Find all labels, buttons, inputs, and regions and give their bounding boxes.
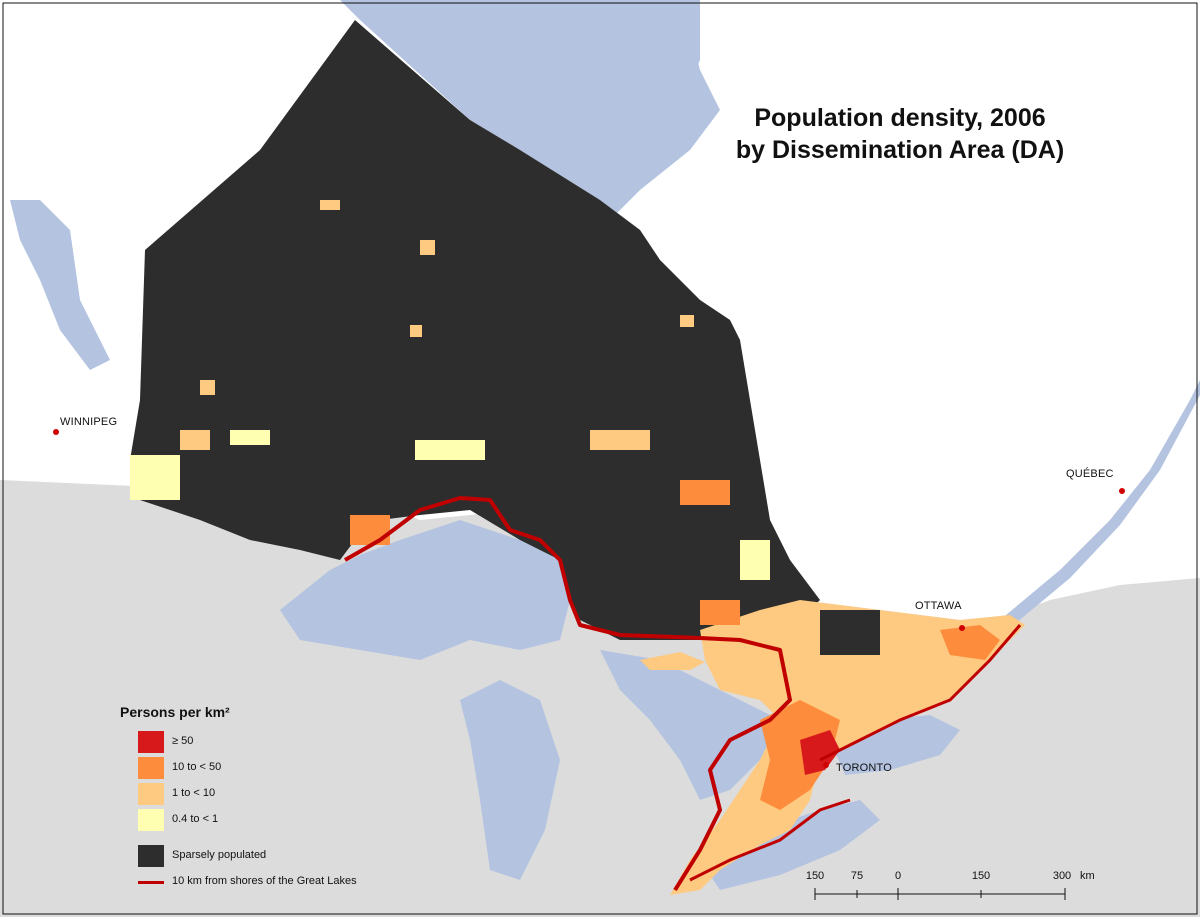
- scale-tick-label: 150: [805, 870, 825, 882]
- legend-label: 10 km from shores of the Great Lakes: [172, 875, 357, 887]
- legend-label: 10 to < 50: [172, 761, 222, 773]
- legend-swatch: [138, 731, 164, 753]
- legend-swatch: [138, 809, 164, 831]
- patch: [410, 325, 422, 337]
- patch: [740, 540, 770, 580]
- map-title: Population density, 2006 by Disseminatio…: [700, 102, 1100, 166]
- legend-label: Sparsely populated: [172, 849, 267, 861]
- scale-unit: km: [1080, 870, 1095, 882]
- legend-item-04-1: 0.4 to < 1: [120, 808, 420, 834]
- city-label-quebec: QUÉBEC: [1066, 468, 1114, 480]
- ottawa-area: [940, 625, 1000, 660]
- legend-label: 1 to < 10: [172, 787, 216, 799]
- legend-item-50-plus: ≥ 50: [120, 730, 420, 756]
- shore-10km-line-erie: [689, 798, 851, 882]
- manitoulin-island: [640, 652, 705, 670]
- scale-tick-label: 75: [850, 870, 864, 882]
- lake-superior: [280, 520, 570, 660]
- scale-tick-label: 300: [1052, 870, 1072, 882]
- patch: [590, 430, 650, 450]
- legend-item-10-50: 10 to < 50: [120, 756, 420, 782]
- patch: [700, 600, 740, 625]
- title-line-1: Population density, 2006: [754, 104, 1046, 132]
- quebec-dot: [1119, 488, 1125, 494]
- toronto-dot: [823, 762, 829, 768]
- legend-title: Persons per km²: [120, 704, 230, 720]
- toronto-core: [800, 730, 840, 775]
- shore-10km-line: [344, 496, 792, 892]
- lake-winnipeg: [10, 200, 110, 370]
- winnipeg-dot: [53, 429, 59, 435]
- land-south: [0, 480, 1200, 917]
- map-legend: Persons per km² ≥ 50 10 to < 50 1 to < 1…: [120, 704, 420, 896]
- scale-tick-label: 150: [971, 870, 991, 882]
- patch: [230, 430, 270, 445]
- legend-swatch: [138, 845, 164, 867]
- patch: [680, 315, 694, 327]
- hudson-bay: [0, 0, 730, 330]
- hudson-bay-east: [560, 0, 700, 180]
- shore-10km-line-ontario: [819, 624, 1022, 762]
- ontario-sparse-region: [130, 20, 820, 640]
- ottawa-dot: [959, 625, 965, 631]
- legend-label: 0.4 to < 1: [172, 813, 219, 825]
- title-line-2: by Dissemination Area (DA): [735, 136, 1065, 164]
- patch: [420, 240, 435, 255]
- legend-swatch: [138, 757, 164, 779]
- patch: [200, 380, 215, 395]
- legend-item-shore-line: 10 km from shores of the Great Lakes: [120, 870, 420, 896]
- legend-line-swatch: [138, 881, 164, 884]
- lake-erie: [700, 800, 880, 890]
- lake-huron: [600, 650, 780, 800]
- patch: [180, 430, 210, 450]
- scale-bar-graphic: [814, 888, 1066, 900]
- patch: [680, 480, 730, 505]
- southern-ontario-populated: [670, 600, 1025, 895]
- patch: [320, 200, 340, 210]
- city-label-toronto: TORONTO: [836, 762, 892, 774]
- legend-item-sparse: Sparsely populated: [120, 844, 420, 870]
- sparse-algonquin: [820, 610, 880, 655]
- city-label-winnipeg: WINNIPEG: [60, 416, 118, 428]
- patch: [415, 440, 485, 460]
- patch: [130, 455, 180, 500]
- legend-item-1-10: 1 to < 10: [120, 782, 420, 808]
- lake-michigan: [460, 680, 560, 880]
- southern-ontario-dense: [760, 700, 840, 810]
- city-label-ottawa: OTTAWA: [915, 600, 962, 612]
- legend-swatch: [138, 783, 164, 805]
- legend-label: ≥ 50: [172, 735, 194, 747]
- scale-tick-label: 0: [894, 870, 902, 882]
- patch: [350, 515, 390, 545]
- scale-bar: 150 75 0 150 300 km: [800, 870, 1100, 910]
